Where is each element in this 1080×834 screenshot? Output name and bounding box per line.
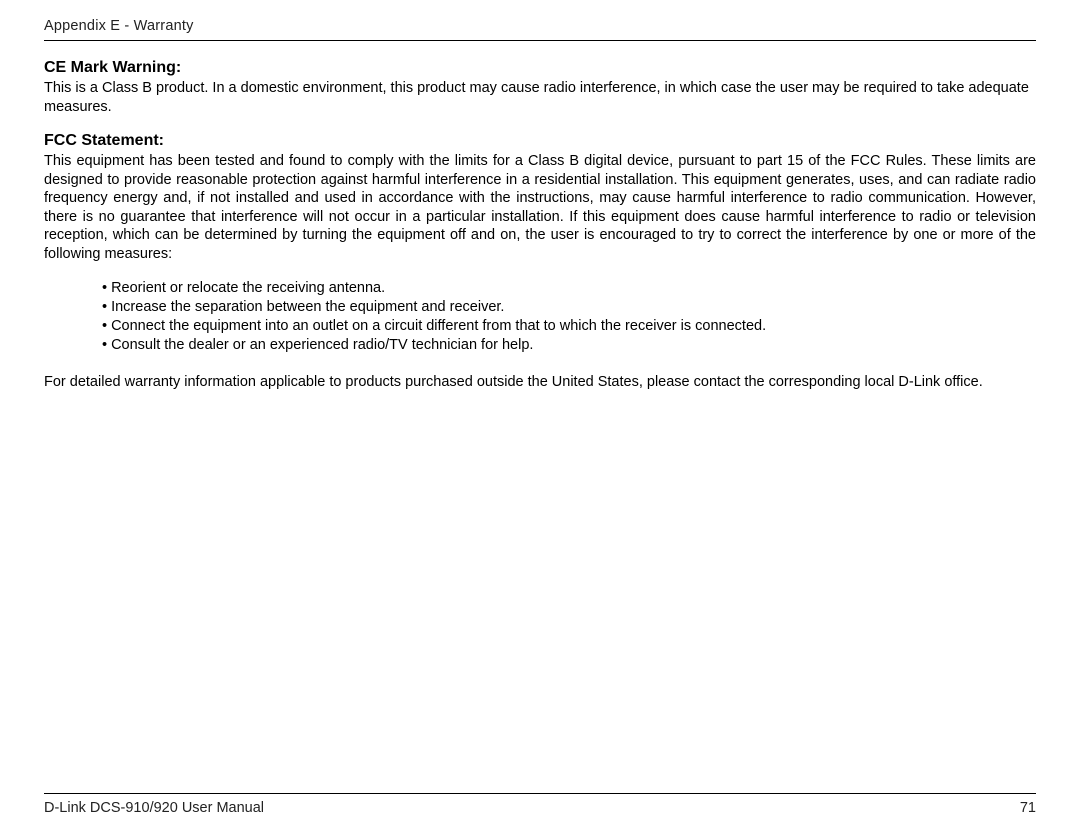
footer-page-number: 71 xyxy=(1020,800,1036,816)
list-item: • Increase the separation between the eq… xyxy=(102,298,1036,317)
list-item: • Reorient or relocate the receiving ant… xyxy=(102,279,1036,298)
list-item: • Connect the equipment into an outlet o… xyxy=(102,317,1036,336)
list-item: • Consult the dealer or an experienced r… xyxy=(102,336,1036,355)
bullet-icon: • xyxy=(102,298,107,317)
header-section-label: Appendix E - Warranty xyxy=(44,18,1036,34)
fcc-closing-body: For detailed warranty information applic… xyxy=(44,373,1036,392)
bullet-text: Reorient or relocate the receiving anten… xyxy=(111,279,385,298)
bullet-icon: • xyxy=(102,279,107,298)
fcc-statement-heading: FCC Statement: xyxy=(44,132,1036,150)
footer-manual-label: D-Link DCS-910/920 User Manual xyxy=(44,800,264,816)
fcc-bullet-list: • Reorient or relocate the receiving ant… xyxy=(102,279,1036,354)
page-footer: D-Link DCS-910/920 User Manual 71 xyxy=(44,793,1036,816)
ce-warning-body: This is a Class B product. In a domestic… xyxy=(44,79,1036,116)
bullet-text: Increase the separation between the equi… xyxy=(111,298,504,317)
ce-warning-heading: CE Mark Warning: xyxy=(44,59,1036,77)
bullet-text: Consult the dealer or an experienced rad… xyxy=(111,336,533,355)
bullet-icon: • xyxy=(102,317,107,336)
bullet-text: Connect the equipment into an outlet on … xyxy=(111,317,766,336)
document-page: Appendix E - Warranty CE Mark Warning: T… xyxy=(0,0,1080,834)
fcc-statement-body: This equipment has been tested and found… xyxy=(44,152,1036,263)
ce-warning-section: CE Mark Warning: This is a Class B produ… xyxy=(44,59,1036,116)
page-header: Appendix E - Warranty xyxy=(44,18,1036,41)
fcc-statement-section: FCC Statement: This equipment has been t… xyxy=(44,132,1036,391)
bullet-icon: • xyxy=(102,336,107,355)
